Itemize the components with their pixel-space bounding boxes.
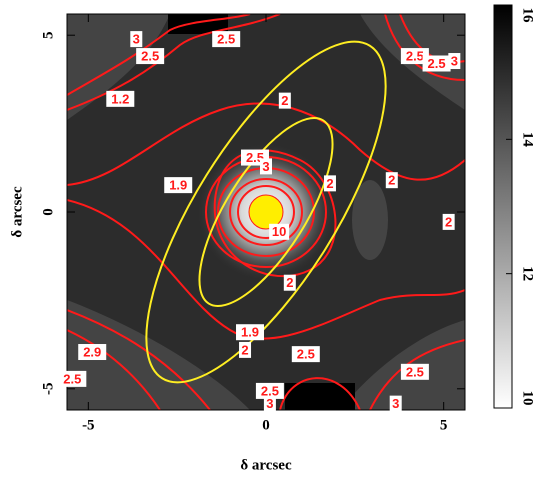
contour-label-box xyxy=(442,213,455,230)
contour-label-text: 3 xyxy=(392,396,399,411)
contour-label: 2 xyxy=(442,213,455,230)
colorbar-tick-label: 12 xyxy=(520,266,536,281)
x-axis-label: δ arcsec xyxy=(240,457,292,473)
contour-label-text: 3 xyxy=(262,159,269,174)
contour-label-box xyxy=(263,395,276,412)
contour-label-text: 2.5 xyxy=(246,150,264,165)
contour-label-box xyxy=(400,48,429,65)
contour-label-box xyxy=(130,31,143,48)
contour-label-text: 1.9 xyxy=(241,325,259,340)
contour-label-box xyxy=(269,223,290,240)
contour-label-text: 10 xyxy=(272,224,286,239)
contour-label-box xyxy=(212,31,241,48)
contour-label-text: 3 xyxy=(266,396,273,411)
contour-label-box xyxy=(422,55,451,72)
contour-label-text: 2.5 xyxy=(406,364,424,379)
contour-label-text: 2 xyxy=(241,342,248,357)
contour-label-text: 3 xyxy=(451,53,458,68)
contour-label: 2 xyxy=(278,92,291,109)
colorbar-tick-label: 10 xyxy=(520,391,536,406)
contour-label-text: 2.5 xyxy=(297,347,315,362)
contour-label-text: 2.5 xyxy=(261,383,279,398)
contour-label-box xyxy=(323,175,336,192)
contour-label: 2.5 xyxy=(58,370,87,387)
contour-label-box xyxy=(239,341,252,358)
contour-label-text: 2.5 xyxy=(217,32,235,47)
contour-label-box xyxy=(291,346,320,363)
contour-label-box xyxy=(136,48,165,65)
contour-label-text: 2 xyxy=(286,275,293,290)
colorbar-tick-label: 14 xyxy=(520,132,536,148)
contour-label-text: 2.9 xyxy=(83,344,101,359)
contour-label-box xyxy=(164,177,193,194)
contour-label: 2.5 xyxy=(136,48,165,65)
contour-label: 3 xyxy=(448,53,461,70)
colorbar-tick-label: 16 xyxy=(520,8,536,24)
contour-label-box xyxy=(260,158,272,175)
contour-label: 1.2 xyxy=(106,90,135,107)
contour-label: 2.5 xyxy=(422,55,451,72)
contour-label: 2.9 xyxy=(78,344,107,361)
contour-label-box xyxy=(78,344,107,361)
contour-label-box xyxy=(448,53,461,70)
contour-label: 2.5 xyxy=(291,346,320,363)
contour-label: 2.5 xyxy=(400,48,429,65)
x-tick-label: 5 xyxy=(440,417,448,433)
contour-label: 2 xyxy=(385,172,398,189)
y-tick-label: 0 xyxy=(40,208,56,216)
contour-label-box xyxy=(400,363,429,380)
colorbar xyxy=(493,4,513,409)
contour-label-text: 2.5 xyxy=(428,56,446,71)
contour-label-box xyxy=(389,395,402,412)
contour-label-box xyxy=(278,92,291,109)
contour-label: 3 xyxy=(389,395,402,412)
contour-label-text: 2 xyxy=(445,214,452,229)
contour-label-text: 2 xyxy=(326,176,333,191)
contour-label-box xyxy=(283,274,296,291)
contour-label: 3 xyxy=(263,395,276,412)
contour-label-text: 1.2 xyxy=(111,91,129,106)
contour-label: 1.9 xyxy=(236,324,265,341)
contour-label-text: 2.5 xyxy=(406,49,424,64)
contour-label: 10 xyxy=(269,223,290,240)
contour-label: 2.5 xyxy=(255,382,284,399)
contour-label: 2 xyxy=(283,274,296,291)
image xyxy=(67,14,465,410)
contour-label: 2.5 xyxy=(212,31,241,48)
x-tick-label: 0 xyxy=(262,417,270,433)
x-tick-label: -5 xyxy=(82,417,95,433)
contour-label-box xyxy=(236,324,265,341)
y-axis-label: δ arcsec xyxy=(9,186,25,238)
y-tick-label: 5 xyxy=(40,31,56,39)
contour-label: 1.9 xyxy=(164,177,193,194)
contour-label: 3 xyxy=(260,158,272,175)
contour-label: 2 xyxy=(323,175,336,192)
contour-label: 2.5 xyxy=(400,363,429,380)
contour-label-text: 2 xyxy=(281,93,288,108)
contour-label-text: 1.9 xyxy=(169,178,187,193)
contour-label-box xyxy=(106,90,135,107)
contour-label: 3 xyxy=(130,31,143,48)
contour-label-box xyxy=(385,172,398,189)
contour-label-box xyxy=(58,370,87,387)
contour-label-text: 2 xyxy=(388,173,395,188)
contour-label: 2 xyxy=(239,341,252,358)
contour-label-box xyxy=(255,382,284,399)
y-tick-label: -5 xyxy=(40,383,56,396)
contour-label-text: 2.5 xyxy=(141,49,159,64)
contour-label-text: 3 xyxy=(133,32,140,47)
contour-label-text: 2.5 xyxy=(63,371,81,386)
